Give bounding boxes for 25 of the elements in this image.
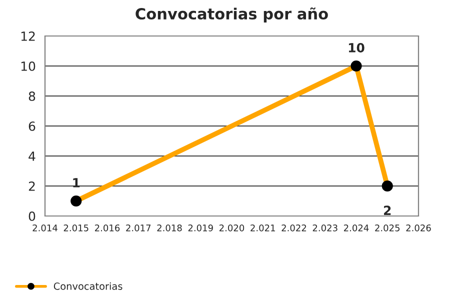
y-tick-label: 4 bbox=[28, 152, 36, 161]
x-tick-label: 2.021 bbox=[250, 224, 275, 232]
y-tick-label: 6 bbox=[28, 121, 36, 131]
x-tick-label: 2.025 bbox=[375, 224, 400, 232]
x-tick-label: 2.019 bbox=[188, 224, 213, 232]
x-tick-label: 2.015 bbox=[64, 224, 88, 232]
y-tick-label: 2 bbox=[28, 181, 35, 191]
legend-label: Convocatorias bbox=[54, 282, 122, 290]
x-tick-label: 2.022 bbox=[282, 224, 306, 232]
data-label: 2 bbox=[384, 206, 391, 215]
x-tick-label: 2.018 bbox=[157, 224, 182, 232]
x-tick-label: 2.023 bbox=[312, 224, 338, 232]
x-tick-label: 2.014 bbox=[32, 224, 58, 232]
x-tick-label: 2.020 bbox=[219, 224, 244, 232]
x-tick-label: 2.026 bbox=[406, 224, 431, 232]
x-tick-label: 2.024 bbox=[344, 224, 369, 232]
chart-title: Convocatorias por año bbox=[136, 7, 328, 23]
x-tick-label: 2.017 bbox=[126, 224, 151, 232]
y-tick-label: 0 bbox=[28, 211, 36, 221]
y-tick-label: 8 bbox=[28, 91, 36, 101]
y-tick-label: 12 bbox=[21, 31, 35, 41]
data-label: 1 bbox=[73, 178, 80, 188]
y-tick-label: 10 bbox=[21, 61, 36, 71]
x-tick-label: 2.016 bbox=[94, 224, 120, 232]
data-label: 10 bbox=[348, 43, 364, 52]
